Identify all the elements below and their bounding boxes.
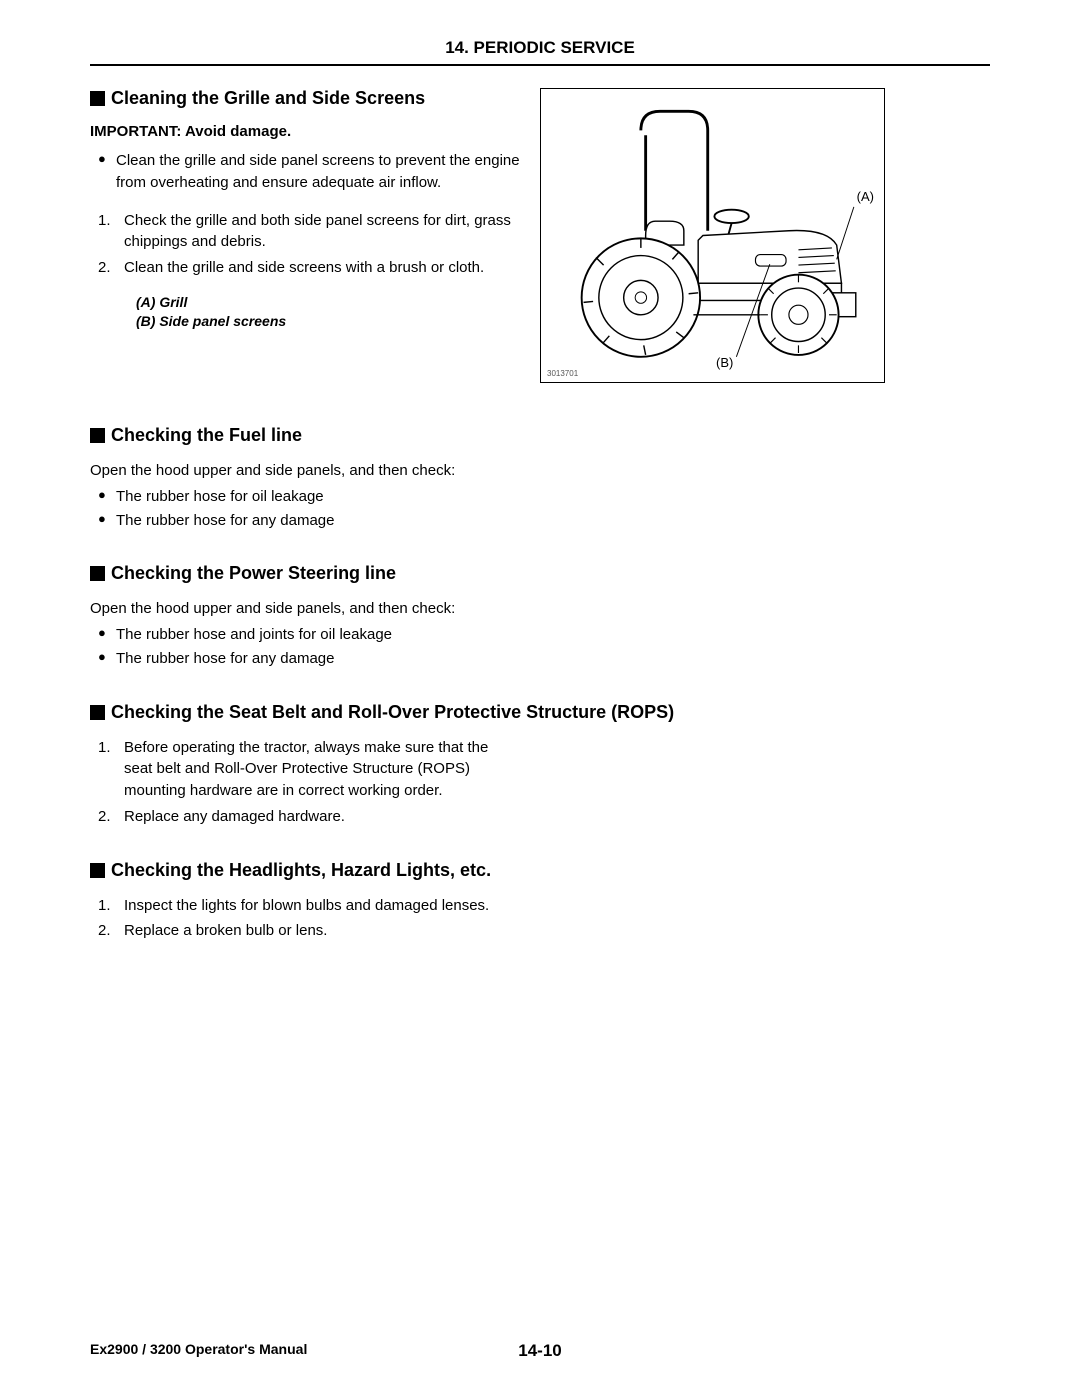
heading-grille-text: Cleaning the Grille and Side Screens [111,88,425,109]
grille-bullets: Clean the grille and side panel screens … [90,150,520,194]
heading-grille: Cleaning the Grille and Side Screens [90,88,520,109]
page-footer: Ex2900 / 3200 Operator's Manual 14-10 [90,1341,990,1357]
page-header: 14. PERIODIC SERVICE [90,38,990,66]
heading-fuel: Checking the Fuel line [90,425,990,446]
section-rops: Checking the Seat Belt and Roll-Over Pro… [90,702,990,828]
rops-step-1: 1.Before operating the tractor, always m… [98,737,520,802]
heading-rops-text: Checking the Seat Belt and Roll-Over Pro… [111,702,674,723]
grille-step-2-text: Clean the grille and side screens with a… [124,259,484,276]
section-lights: Checking the Headlights, Hazard Lights, … [90,860,990,943]
steering-bullets: The rubber hose and joints for oil leaka… [90,624,990,670]
fuel-bullets: The rubber hose for oil leakage The rubb… [90,486,990,532]
heading-lights: Checking the Headlights, Hazard Lights, … [90,860,990,881]
heading-rops: Checking the Seat Belt and Roll-Over Pro… [90,702,990,723]
important-note: IMPORTANT: Avoid damage. [90,123,520,140]
figure-label-a: (A) [857,189,874,204]
lights-steps: 1.Inspect the lights for blown bulbs and… [90,895,520,943]
lights-step-1: 1.Inspect the lights for blown bulbs and… [98,895,520,917]
heading-fuel-text: Checking the Fuel line [111,425,302,446]
lights-step-1-text: Inspect the lights for blown bulbs and d… [124,897,489,914]
rops-steps: 1.Before operating the tractor, always m… [90,737,520,828]
steering-b1: The rubber hose and joints for oil leaka… [98,624,990,646]
lights-step-2: 2.Replace a broken bulb or lens. [98,920,520,942]
section-grille: Cleaning the Grille and Side Screens IMP… [90,88,990,383]
legend-a: (A) Grill [136,293,520,313]
square-bullet-icon [90,428,105,443]
header-title: 14. PERIODIC SERVICE [445,38,635,57]
grille-bullet-1: Clean the grille and side panel screens … [98,150,520,194]
square-bullet-icon [90,91,105,106]
fuel-intro: Open the hood upper and side panels, and… [90,460,990,482]
rops-step-2-text: Replace any damaged hardware. [124,808,345,825]
tractor-figure: (A) (B) 3013701 [540,88,885,383]
lights-step-2-text: Replace a broken bulb or lens. [124,922,327,939]
section-grille-text: Cleaning the Grille and Side Screens IMP… [90,88,520,332]
grille-step-1: 1.Check the grille and both side panel s… [98,210,520,254]
heading-lights-text: Checking the Headlights, Hazard Lights, … [111,860,491,881]
footer-manual-name: Ex2900 / 3200 Operator's Manual [90,1341,307,1357]
heading-steering: Checking the Power Steering line [90,563,990,584]
figure-legend: (A) Grill (B) Side panel screens [90,293,520,332]
rops-step-2: 2.Replace any damaged hardware. [98,806,520,828]
square-bullet-icon [90,863,105,878]
footer-page-number: 14-10 [518,1341,561,1361]
tractor-illustration [549,97,876,374]
square-bullet-icon [90,566,105,581]
steering-intro: Open the hood upper and side panels, and… [90,598,990,620]
grille-step-1-text: Check the grille and both side panel scr… [124,212,511,251]
steering-b2: The rubber hose for any damage [98,648,990,670]
fuel-b2: The rubber hose for any damage [98,510,990,532]
rops-step-1-text: Before operating the tractor, always mak… [124,739,488,800]
section-fuel: Checking the Fuel line Open the hood upp… [90,425,990,531]
fuel-b1: The rubber hose for oil leakage [98,486,990,508]
section-steering: Checking the Power Steering line Open th… [90,563,990,669]
legend-b: (B) Side panel screens [136,312,520,332]
grille-step-2: 2.Clean the grille and side screens with… [98,257,520,279]
grille-steps: 1.Check the grille and both side panel s… [90,210,520,279]
heading-steering-text: Checking the Power Steering line [111,563,396,584]
figure-label-b: (B) [716,355,733,370]
square-bullet-icon [90,705,105,720]
figure-code: 3013701 [547,369,578,378]
